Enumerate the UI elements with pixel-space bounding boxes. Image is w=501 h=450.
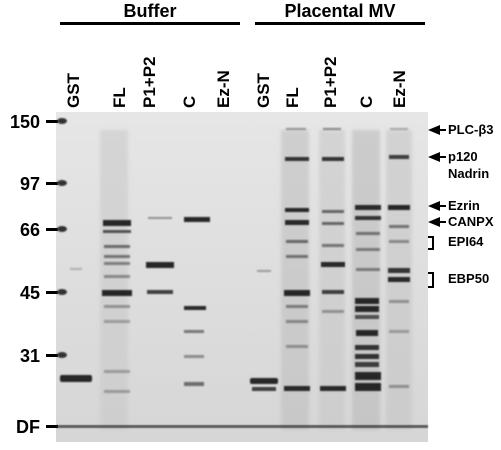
group-title-buffer: Buffer [123, 1, 177, 21]
bracket-ebp50 [428, 272, 434, 288]
arrow-icon [428, 217, 440, 227]
arrow-shaft [438, 156, 446, 158]
mw-label: DF [16, 417, 40, 437]
mw-label: 97 [19, 174, 40, 194]
mw-ticks [46, 120, 58, 428]
group-title-placental-mv: Placental MV [284, 1, 396, 21]
arrow-icon [428, 201, 440, 211]
band-label-nadrin: Nadrin [448, 166, 490, 181]
arrow-icon [428, 152, 440, 162]
arrow-shaft [438, 205, 446, 207]
arrow-shaft [438, 129, 446, 131]
band-label-plc: PLC-β3 [448, 122, 494, 137]
bracket-epi64 [428, 236, 434, 250]
mw-label: 45 [19, 283, 40, 303]
group-bar-placental-mv [255, 22, 425, 25]
band-label-ebp50: EBP50 [448, 271, 490, 286]
mw-label: 150 [9, 112, 40, 132]
band-label-ezrin: Ezrin [448, 198, 480, 213]
band-label-p120: p120 [448, 149, 478, 164]
band-label-epi64: EPI64 [448, 234, 484, 249]
band-label-canpx: CANPX [448, 214, 494, 229]
arrow-icon [428, 125, 440, 135]
mw-label: 31 [19, 346, 40, 366]
mw-label: 66 [19, 220, 40, 240]
arrow-shaft [438, 221, 446, 223]
group-bar-buffer [60, 22, 240, 25]
